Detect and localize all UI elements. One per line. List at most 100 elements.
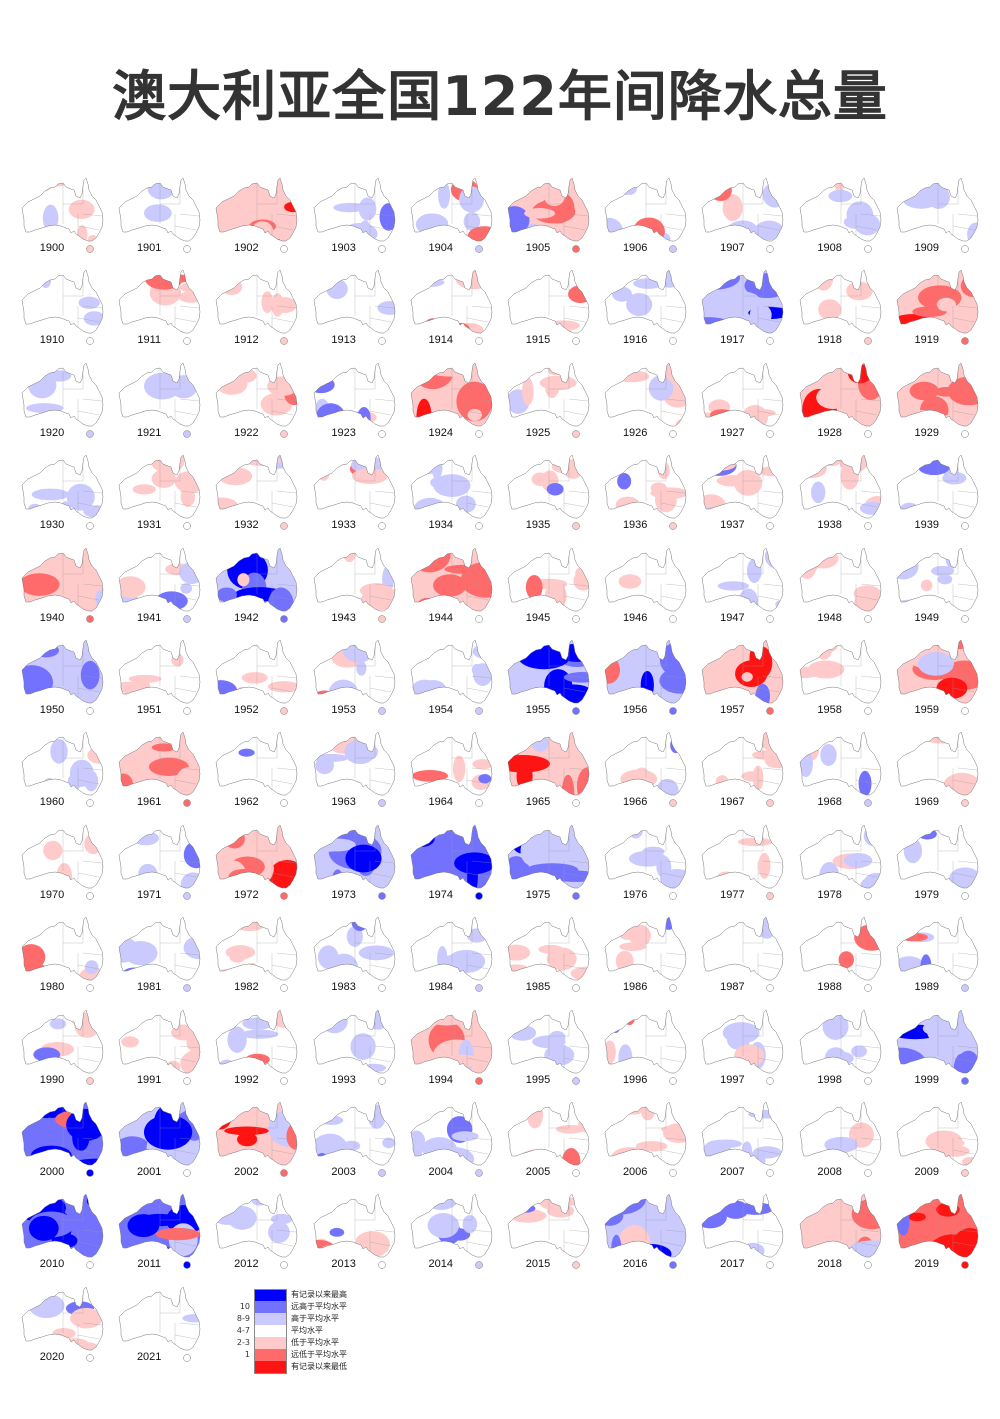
australia-map <box>702 824 784 900</box>
rainfall-anomaly-region <box>524 208 556 219</box>
state-border <box>77 780 100 785</box>
australia-map <box>604 732 687 808</box>
australia-map <box>799 547 881 623</box>
coastline <box>410 547 493 611</box>
rainfall-anomaly-region <box>365 1009 389 1030</box>
rainfall-anomaly-region <box>738 1202 774 1216</box>
state-border <box>957 768 977 771</box>
australia-map <box>313 1009 395 1085</box>
year-map-1982: 1982 <box>214 917 306 1007</box>
legend-swatch <box>254 1337 286 1349</box>
state-border <box>77 410 100 415</box>
state-border <box>272 965 294 970</box>
rainfall-anomaly-region <box>72 1124 90 1151</box>
year-label: 1966 <box>622 796 648 809</box>
state-border <box>549 1017 570 1036</box>
rainfall-anomaly-region <box>605 656 621 684</box>
state-border <box>549 186 570 205</box>
rainfall-anomaly-region <box>562 1148 581 1165</box>
state-border <box>952 1057 974 1062</box>
state-border <box>180 1045 200 1048</box>
year-map-2002: 2002 <box>214 1102 306 1192</box>
year-map-1973: 1973 <box>312 824 404 915</box>
year-label: 1910 <box>39 334 65 347</box>
year-label: 1934 <box>428 519 454 532</box>
rainfall-anomaly-region <box>350 1032 376 1060</box>
coastline <box>118 362 201 427</box>
state-border <box>374 860 394 863</box>
rainfall-anomaly-region <box>51 555 103 581</box>
rainfall-anomaly-region <box>329 230 359 241</box>
tasmania <box>766 337 775 346</box>
year-map-1997: 1997 <box>700 1009 792 1100</box>
state-border <box>272 595 294 600</box>
state-border <box>743 925 764 944</box>
rainfall-anomaly-region <box>47 370 72 382</box>
australia-map <box>313 1102 395 1177</box>
legend-swatch <box>254 1325 286 1337</box>
legend-label: 高于平均水平 <box>291 1314 339 1323</box>
tasmania <box>863 1076 872 1085</box>
state-border <box>568 860 589 863</box>
year-label: 1942 <box>234 611 259 624</box>
map-base-fill <box>410 270 492 334</box>
state-border <box>957 213 977 217</box>
rainfall-anomaly-region <box>926 735 958 744</box>
rainfall-anomaly-region <box>558 832 589 873</box>
rainfall-anomaly-region <box>49 1017 67 1029</box>
state-border <box>369 410 391 415</box>
map-base-fill <box>410 917 492 981</box>
coastline <box>702 178 784 242</box>
year-map-1996: 1996 <box>603 1009 695 1100</box>
state-border <box>568 1045 589 1048</box>
state-border <box>952 595 974 600</box>
australia-map <box>410 1009 493 1085</box>
state-border <box>374 306 394 309</box>
state-border <box>855 503 877 508</box>
legend-swatch <box>254 1301 286 1313</box>
state-border <box>952 318 974 323</box>
rainfall-anomaly-region <box>315 403 345 426</box>
year-label: 1956 <box>622 704 648 716</box>
year-map-1955: 1955 <box>506 640 598 730</box>
legend: 有记录以来最高 远高于平均水平 10 高于平均水平 8-9 平均水平 4-7 低于平均水平 2-… <box>228 1289 388 1375</box>
year-label: 1985 <box>525 981 551 994</box>
state-border <box>855 965 877 970</box>
state-border <box>549 648 570 667</box>
australia-map <box>507 547 590 623</box>
rainfall-anomaly-region <box>149 758 190 777</box>
state-border <box>952 410 974 415</box>
year-map-1922: 1922 <box>214 362 306 453</box>
australia-map <box>21 362 104 438</box>
rainfall-anomaly-region <box>657 461 670 480</box>
tasmania <box>475 430 483 438</box>
australia-map <box>118 917 201 992</box>
coastline <box>604 178 687 242</box>
coastline <box>896 917 979 981</box>
tasmania <box>572 245 580 253</box>
year-map-1910: 1910 <box>20 270 112 360</box>
year-label: 2011 <box>137 1258 162 1271</box>
year-map-1987: 1987 <box>700 917 792 1007</box>
state-border <box>563 318 586 323</box>
year-label: 1983 <box>331 981 356 994</box>
year-label: 1970 <box>39 888 65 901</box>
state-border <box>466 965 488 970</box>
australia-map <box>21 178 104 253</box>
state-border <box>257 1017 278 1036</box>
australia-map <box>799 1194 881 1270</box>
rainfall-anomaly-region <box>619 942 647 952</box>
legend-label: 平均水平 <box>291 1326 323 1335</box>
rainfall-anomaly-region <box>748 1109 784 1119</box>
coastline <box>313 178 395 242</box>
tasmania <box>86 1169 94 1177</box>
coastline <box>21 455 104 519</box>
tasmania <box>766 430 775 438</box>
rainfall-anomaly-region <box>462 1215 478 1234</box>
tasmania <box>377 430 386 438</box>
rainfall-anomaly-region <box>810 481 825 504</box>
coastline <box>410 270 493 334</box>
state-border <box>272 1149 294 1155</box>
year-label: 2007 <box>720 1166 745 1178</box>
rainfall-anomaly-region <box>741 1243 765 1258</box>
